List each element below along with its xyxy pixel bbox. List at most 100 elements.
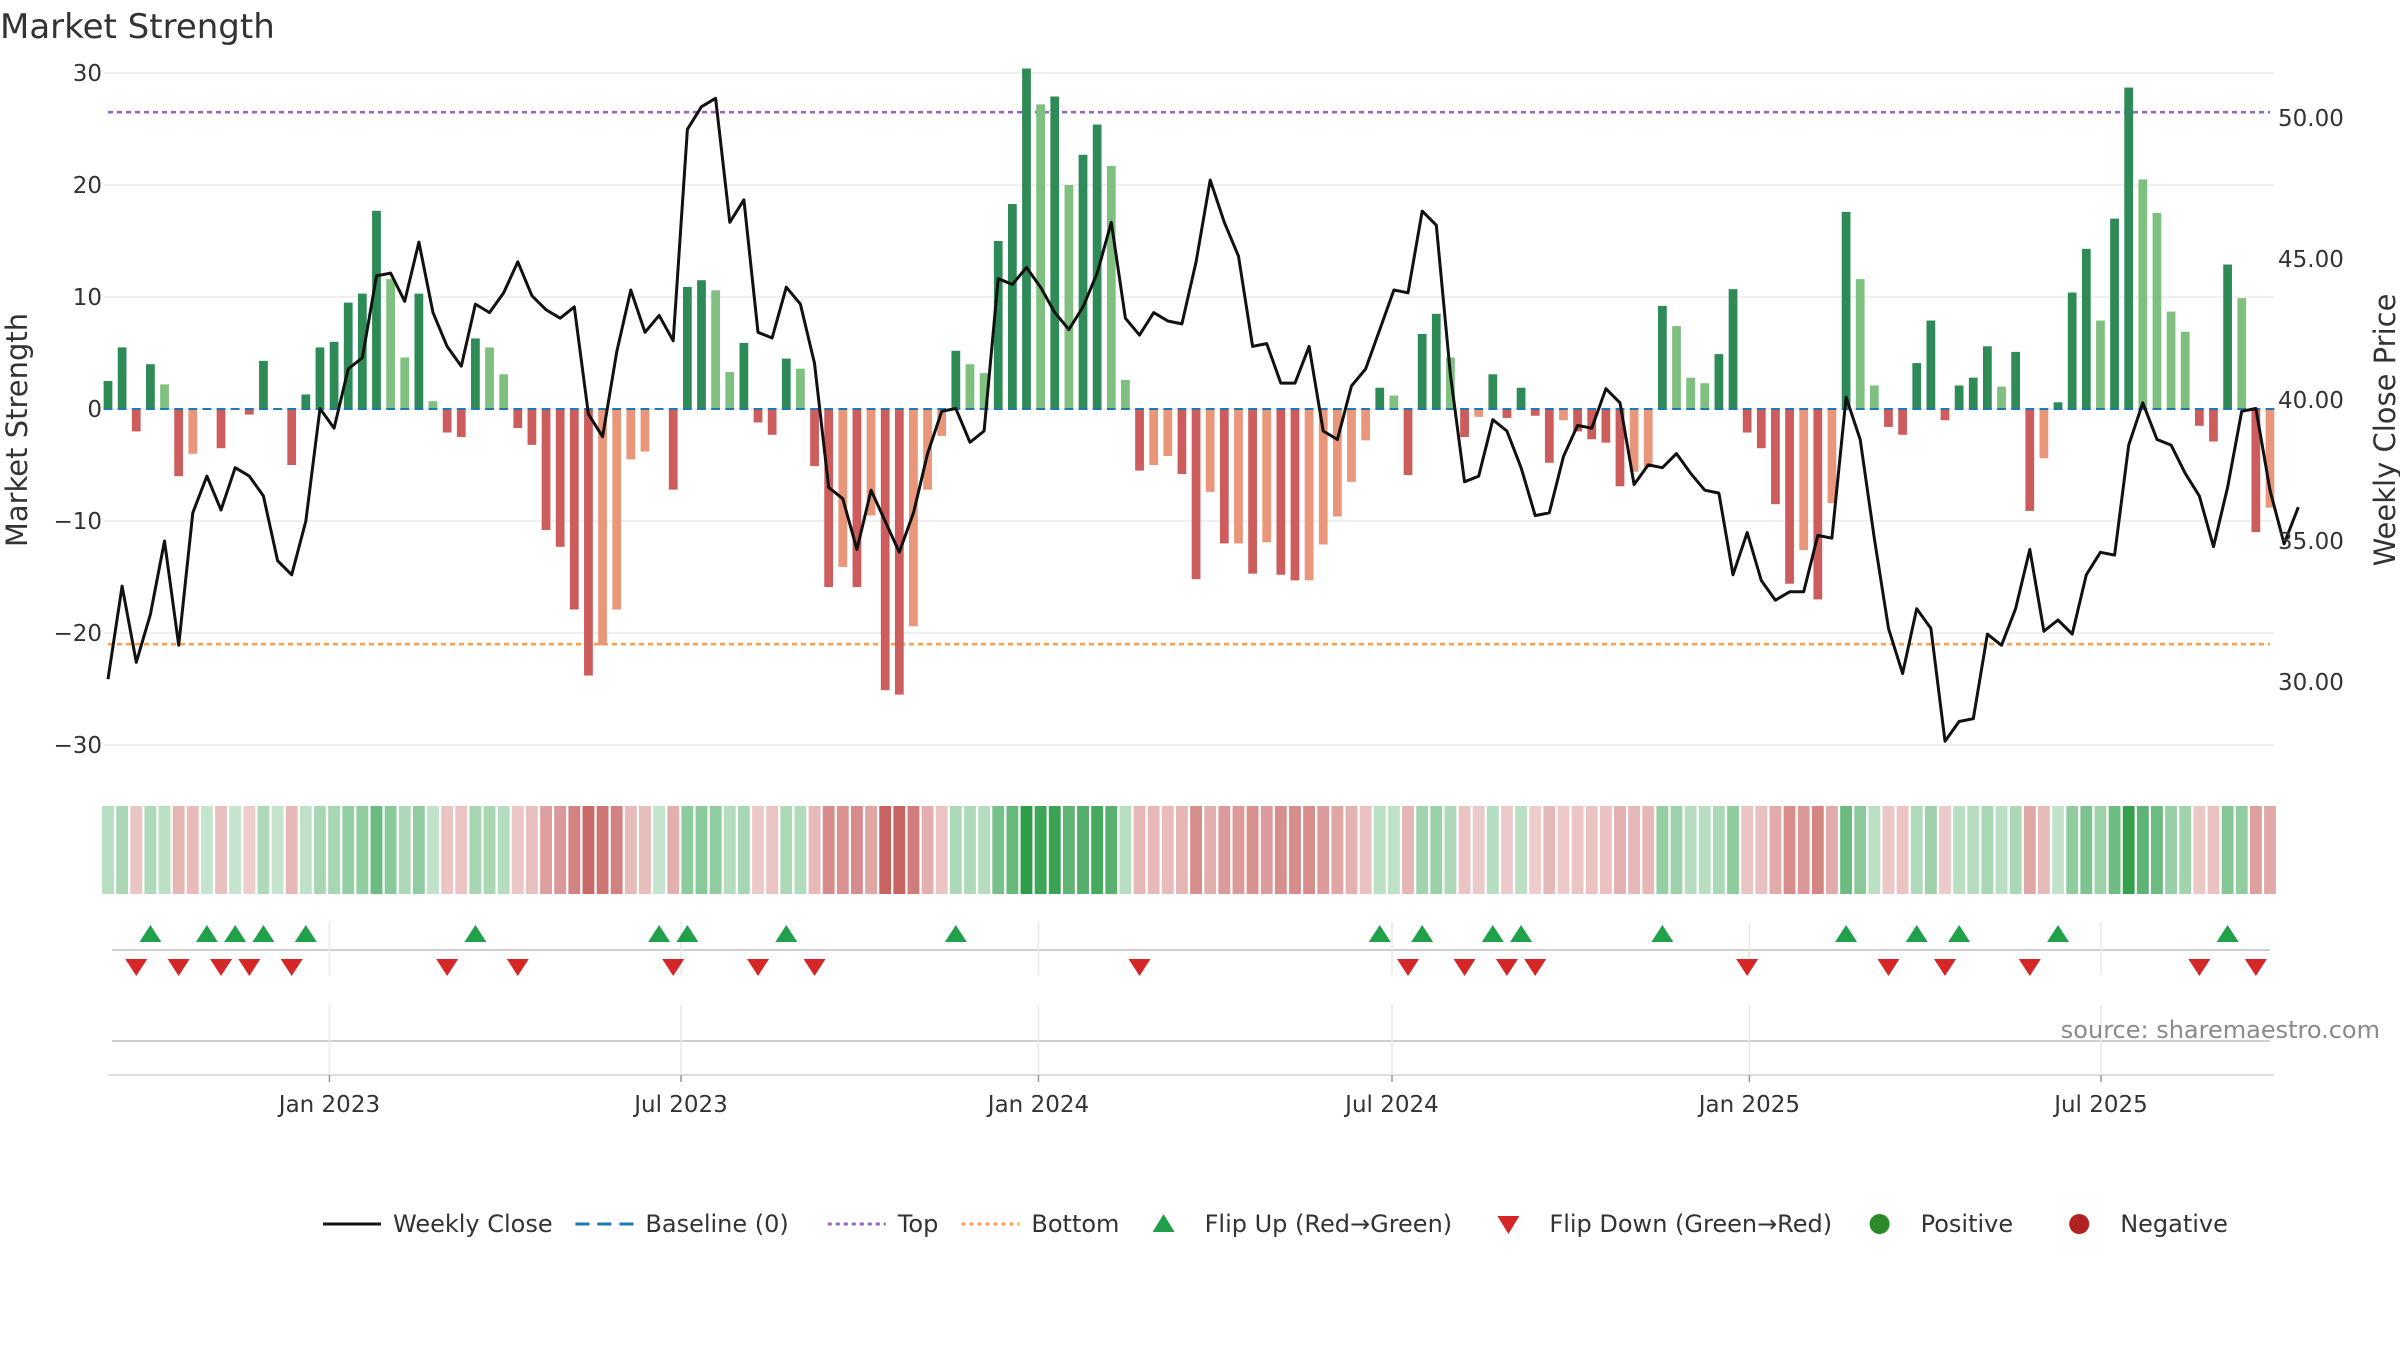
strip-cell — [1289, 806, 1301, 894]
strength-bar — [584, 409, 593, 676]
strength-bar — [2138, 179, 2148, 409]
strength-bar — [2194, 409, 2204, 426]
x-axis-ticks: Jan 2023 Jul 2023 Jan 2024 Jul 2024 Jan 2025… — [277, 1075, 2148, 1118]
flip-up-marker — [944, 925, 967, 942]
flip-down-marker — [1453, 959, 1476, 976]
strip-cell — [1797, 806, 1810, 894]
strength-bar — [965, 364, 975, 409]
strip-cell — [2207, 806, 2220, 894]
strip-cell — [1133, 806, 1146, 894]
strip-cell — [1698, 806, 1711, 894]
strip-cell — [1783, 806, 1796, 894]
strip-cell — [1246, 806, 1259, 894]
strip-cell — [1614, 806, 1626, 894]
reference-lines — [108, 110, 2270, 646]
strength-bar — [2053, 402, 2063, 409]
strength-bar — [1926, 320, 1936, 409]
strength-bar — [682, 286, 692, 409]
strip-cell — [822, 806, 835, 894]
left-tick-label: 10 — [73, 285, 102, 311]
strength-bar — [2011, 351, 2021, 409]
strip-cell — [2080, 806, 2093, 894]
strength-bar — [979, 373, 989, 409]
strength-bar — [1728, 289, 1738, 409]
strip-cell — [441, 806, 454, 894]
left-tick-label: −10 — [53, 509, 102, 535]
right-tick-label: 45.00 — [2278, 247, 2344, 273]
strength-bar — [117, 347, 127, 409]
flip-up-marker — [464, 925, 487, 942]
flip-up-marker — [1411, 925, 1434, 942]
strip-cell — [1854, 806, 1867, 894]
strip-cell — [554, 806, 567, 894]
strength-bar — [2166, 311, 2176, 409]
right-axis-ticks: 50.00 45.00 40.00 35.00 30.00 — [2278, 106, 2344, 696]
strip-cell — [1755, 806, 1768, 894]
strip-cell — [2264, 806, 2276, 894]
strength-bar — [824, 409, 834, 588]
strength-bar — [1276, 409, 1286, 575]
legend-item: Flip Up (Red→Green) — [1152, 1210, 1453, 1238]
strength-bar — [1516, 387, 1526, 409]
strength-bar — [259, 360, 268, 409]
strength-bar — [1530, 409, 1540, 416]
strength-bar — [767, 409, 777, 435]
flip-up-marker — [252, 925, 275, 942]
strength-bar — [499, 374, 509, 409]
strip-cell — [964, 806, 976, 894]
strength-bar — [1884, 409, 1893, 427]
strength-bar — [1431, 313, 1441, 409]
strength-bar — [1106, 165, 1116, 409]
strip-cell — [1670, 806, 1683, 894]
strip-cell — [667, 806, 680, 894]
x-tick-label: Jul 2023 — [632, 1092, 728, 1118]
strength-bar — [301, 394, 311, 409]
strength-bar — [1968, 377, 1978, 409]
strength-bar — [188, 409, 198, 454]
strength-bar — [852, 409, 862, 588]
flip-down-marker — [1933, 959, 1956, 976]
strength-bar — [781, 358, 791, 409]
strength-bar — [753, 409, 763, 423]
strength-bar — [1488, 374, 1498, 409]
flip-down-marker — [662, 959, 685, 976]
strip-cell — [328, 806, 341, 894]
flip-down-marker — [803, 959, 826, 976]
strength-bar — [1135, 409, 1144, 471]
strip-cell — [102, 806, 114, 894]
strength-bar — [1771, 409, 1780, 505]
strip-cell — [342, 806, 355, 894]
strip-cell — [1147, 806, 1160, 894]
strength-bar — [668, 409, 678, 490]
legend-label: Flip Up (Red→Green) — [1205, 1210, 1453, 1238]
legend-item: Flip Down (Green→Red) — [1497, 1210, 1832, 1238]
strength-bar — [513, 409, 523, 429]
strength-bar — [1050, 96, 1060, 410]
legend-item: Positive — [1869, 1210, 2013, 1238]
strip-cell — [1896, 806, 1909, 894]
strip-cell — [1317, 806, 1330, 894]
strip-cell — [992, 806, 1005, 894]
strip-cell — [1105, 806, 1118, 894]
strip-cell — [1444, 806, 1457, 894]
strip-cell — [836, 806, 849, 894]
legend-item: Baseline (0) — [575, 1210, 789, 1238]
strip-cell — [1359, 806, 1372, 894]
weekly-close-line — [106, 96, 2300, 743]
strip-cell — [1486, 806, 1499, 894]
strip-cell — [1472, 806, 1485, 894]
strip-cell — [1387, 806, 1400, 894]
strip-cell — [2151, 806, 2163, 894]
flip-up-marker — [1905, 925, 1928, 942]
strength-bar — [1615, 409, 1625, 487]
strength-bar — [1332, 409, 1342, 517]
strip-cell — [1529, 806, 1542, 894]
strip-cell — [921, 806, 934, 894]
strip-cell — [681, 806, 694, 894]
strip-cell — [370, 806, 383, 894]
flip-down-marker — [1524, 959, 1547, 976]
strip-cell — [2136, 806, 2149, 894]
x-tick-label: Jan 2023 — [277, 1092, 380, 1118]
flip-up-marker — [195, 925, 218, 942]
strength-bar — [1983, 346, 1992, 409]
